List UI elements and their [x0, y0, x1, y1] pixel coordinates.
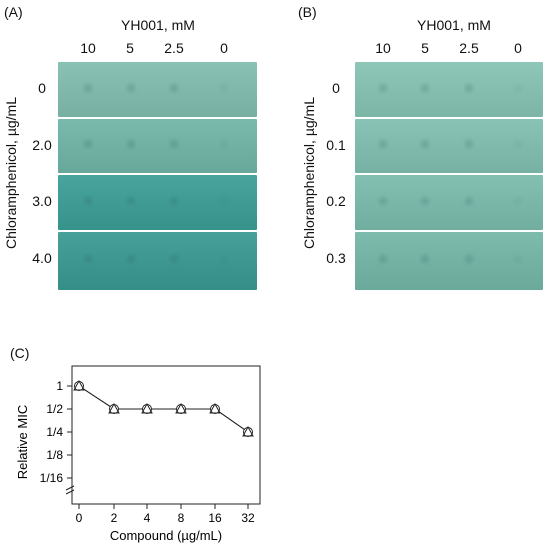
- bacterial-spot: [462, 252, 476, 266]
- bacterial-spot: [124, 252, 138, 266]
- chart-x-tick-label: 16: [208, 511, 222, 525]
- bacterial-spot: [511, 252, 525, 266]
- panel-b-row-0-3: 0.3: [326, 250, 346, 266]
- bacterial-spot: [418, 80, 432, 95]
- panel-b-conc-2-5: 2.5: [459, 40, 479, 56]
- chart-axis-break-mark: [65, 489, 75, 495]
- panel-b-conc-5: 5: [421, 40, 429, 56]
- panel-a-plate-3: [58, 175, 257, 230]
- panel-b-plate-0-2: [355, 175, 543, 230]
- bacterial-spot: [167, 80, 181, 95]
- bacterial-spot: [376, 193, 390, 208]
- bacterial-spot: [418, 137, 432, 151]
- panel-a-plate-4: [58, 232, 257, 290]
- chart-y-axis-label: Relative MIC: [15, 405, 30, 479]
- chart-axis-break: [65, 485, 75, 495]
- bacterial-spot: [462, 193, 476, 208]
- bacterial-spot: [462, 137, 476, 151]
- chart-y-tick-label: 1/8: [46, 448, 63, 462]
- bacterial-spot: [81, 137, 95, 151]
- panel-b-label: (B): [298, 4, 317, 20]
- chart-x-axis-label: Compound (µg/mL): [110, 528, 222, 543]
- bacterial-spot: [511, 80, 525, 95]
- bacterial-spot: [124, 193, 138, 208]
- panel-b-row-0-1: 0.1: [326, 137, 346, 153]
- bacterial-spot: [376, 137, 390, 151]
- bacterial-spot: [462, 80, 476, 95]
- chart-y-tick-label: 1: [56, 379, 63, 393]
- panel-b-ylabel: Chloramphenicol, µg/mL: [301, 96, 317, 250]
- bacterial-spot: [81, 80, 95, 95]
- panel-a-row-4: 4.0: [32, 250, 52, 266]
- chart-y-tick-label: 1/16: [40, 471, 64, 485]
- bacterial-spot: [418, 193, 432, 208]
- panel-b-compound-title: YH001, mM: [417, 17, 491, 33]
- bacterial-spot: [376, 80, 390, 95]
- bacterial-spot: [81, 193, 95, 208]
- chart-point-triangle: [108, 402, 120, 414]
- bacterial-spot: [217, 193, 231, 208]
- chart-point-triangle: [73, 379, 85, 391]
- chart-x-tick-label: 4: [144, 511, 151, 525]
- panel-b-conc-10: 10: [375, 40, 391, 56]
- panel-b-plate-0-3: [355, 232, 543, 290]
- bacterial-spot: [511, 137, 525, 151]
- chart-x-tick-label: 32: [241, 511, 255, 525]
- panel-a-ylabel: Chloramphenicol, µg/mL: [3, 96, 19, 250]
- panel-a-conc-5: 5: [126, 40, 134, 56]
- panel-b-conc-0: 0: [514, 40, 522, 56]
- chart-x-tick-label: 2: [111, 511, 118, 525]
- bacterial-spot: [511, 193, 525, 208]
- chart-y-tick-label: 1/2: [46, 402, 63, 416]
- bacterial-spot: [217, 80, 231, 95]
- panel-b-plate-0-1: [355, 119, 543, 173]
- chart-axis-break-mark: [65, 485, 75, 491]
- panel-a-compound-title: YH001, mM: [121, 17, 195, 33]
- panel-a-label: (A): [4, 4, 23, 20]
- panel-a-row-0: 0: [38, 80, 46, 96]
- chart-x-tick-label: 8: [178, 511, 185, 525]
- chart-series-line: [78, 385, 249, 433]
- bacterial-spot: [217, 137, 231, 151]
- bacterial-spot: [167, 137, 181, 151]
- panel-a-conc-2-5: 2.5: [164, 40, 184, 56]
- panel-a-conc-10: 10: [80, 40, 96, 56]
- bacterial-spot: [217, 252, 231, 266]
- panel-c-label: (C): [10, 345, 30, 361]
- chart-y-tick-label: 1/4: [46, 425, 63, 439]
- chart-point-triangle: [141, 402, 153, 414]
- chart-point-triangle: [242, 425, 254, 437]
- panel-a-row-3: 3.0: [32, 193, 52, 209]
- bacterial-spot: [124, 137, 138, 151]
- chart-point-triangle: [209, 402, 221, 414]
- panel-a-plate-0: [58, 62, 257, 117]
- bacterial-spot: [81, 252, 95, 266]
- bacterial-spot: [167, 252, 181, 266]
- bacterial-spot: [124, 80, 138, 95]
- panel-a-conc-0: 0: [220, 40, 228, 56]
- chart-x-tick-label: 0: [76, 511, 83, 525]
- panel-a-plate-2: [58, 119, 257, 173]
- panel-b-row-0: 0: [332, 80, 340, 96]
- panel-a-row-2: 2.0: [32, 137, 52, 153]
- bacterial-spot: [167, 193, 181, 208]
- panel-c-chart: Relative MIC Compound (µg/mL) 1 1/2 1/4 1/8…: [15, 365, 261, 543]
- bacterial-spot: [418, 252, 432, 266]
- chart-point-triangle: [175, 402, 187, 414]
- chart-plot-frame: [71, 365, 261, 505]
- panel-b-row-0-2: 0.2: [326, 193, 346, 209]
- panel-b-plate-0: [355, 62, 543, 117]
- bacterial-spot: [376, 252, 390, 266]
